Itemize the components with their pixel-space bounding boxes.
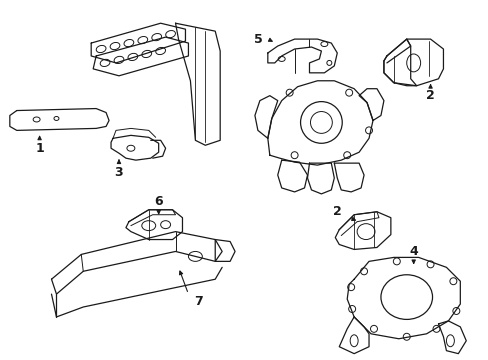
Text: 3: 3 bbox=[114, 166, 123, 179]
Text: 4: 4 bbox=[408, 245, 417, 258]
Text: 6: 6 bbox=[154, 195, 163, 208]
Text: 2: 2 bbox=[426, 89, 434, 102]
Text: 2: 2 bbox=[332, 205, 341, 218]
Text: 1: 1 bbox=[35, 142, 44, 155]
Text: 5: 5 bbox=[253, 33, 262, 46]
Text: 7: 7 bbox=[194, 294, 203, 307]
